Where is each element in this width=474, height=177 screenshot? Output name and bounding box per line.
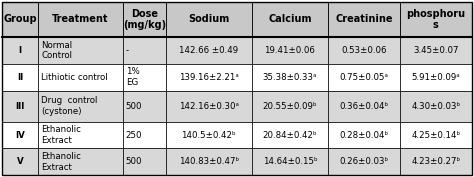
- Text: 4.23±0.27ᵇ: 4.23±0.27ᵇ: [411, 157, 460, 166]
- Bar: [2, 2, 37, 37]
- Text: 20.55±0.09ᵇ: 20.55±0.09ᵇ: [263, 102, 317, 111]
- Bar: [252, 122, 328, 149]
- Text: 500: 500: [126, 157, 142, 166]
- Text: -: -: [126, 46, 129, 55]
- Bar: [400, 149, 472, 175]
- Text: 500: 500: [126, 102, 142, 111]
- Bar: [328, 2, 400, 37]
- Text: 19.41±0.06: 19.41±0.06: [264, 46, 315, 55]
- Bar: [2, 37, 37, 64]
- Bar: [166, 37, 252, 64]
- Text: Creatinine: Creatinine: [336, 14, 393, 24]
- Text: 5.91±0.09ᵃ: 5.91±0.09ᵃ: [411, 73, 460, 82]
- Text: 140.83±0.47ᵇ: 140.83±0.47ᵇ: [179, 157, 239, 166]
- Bar: [166, 149, 252, 175]
- Bar: [123, 64, 166, 91]
- Bar: [37, 91, 123, 122]
- Text: Lithiotic control: Lithiotic control: [41, 73, 108, 82]
- Text: Group: Group: [3, 14, 37, 24]
- Bar: [252, 37, 328, 64]
- Bar: [37, 149, 123, 175]
- Bar: [252, 64, 328, 91]
- Text: Sodium: Sodium: [188, 14, 229, 24]
- Bar: [123, 2, 166, 37]
- Text: III: III: [15, 102, 25, 111]
- Text: 3.45±0.07: 3.45±0.07: [413, 46, 458, 55]
- Bar: [123, 37, 166, 64]
- Text: 0.53±0.06: 0.53±0.06: [341, 46, 387, 55]
- Bar: [2, 64, 37, 91]
- Bar: [400, 64, 472, 91]
- Bar: [2, 122, 37, 149]
- Bar: [252, 2, 328, 37]
- Text: II: II: [17, 73, 23, 82]
- Text: 20.84±0.42ᵇ: 20.84±0.42ᵇ: [263, 131, 317, 140]
- Text: I: I: [18, 46, 22, 55]
- Bar: [328, 149, 400, 175]
- Bar: [166, 122, 252, 149]
- Text: Drug  control
(cystone): Drug control (cystone): [41, 96, 98, 116]
- Text: Dose
(mg/kg): Dose (mg/kg): [123, 9, 166, 30]
- Text: 0.75±0.05ᵃ: 0.75±0.05ᵃ: [340, 73, 389, 82]
- Text: Ethanolic
Extract: Ethanolic Extract: [41, 125, 82, 145]
- Text: IV: IV: [15, 131, 25, 140]
- Bar: [252, 91, 328, 122]
- Bar: [123, 149, 166, 175]
- Text: Treatment: Treatment: [52, 14, 109, 24]
- Text: Normal
Control: Normal Control: [41, 41, 73, 60]
- Bar: [123, 122, 166, 149]
- Bar: [166, 91, 252, 122]
- Bar: [400, 37, 472, 64]
- Bar: [400, 2, 472, 37]
- Text: V: V: [17, 157, 23, 166]
- Text: 140.5±0.42ᵇ: 140.5±0.42ᵇ: [182, 131, 236, 140]
- Text: 142.66 ±0.49: 142.66 ±0.49: [179, 46, 238, 55]
- Bar: [328, 122, 400, 149]
- Text: 0.28±0.04ᵇ: 0.28±0.04ᵇ: [339, 131, 389, 140]
- Bar: [328, 91, 400, 122]
- Bar: [37, 2, 123, 37]
- Bar: [166, 2, 252, 37]
- Bar: [328, 64, 400, 91]
- Bar: [2, 91, 37, 122]
- Text: Ethanolic
Extract: Ethanolic Extract: [41, 152, 82, 172]
- Text: 250: 250: [126, 131, 142, 140]
- Bar: [37, 37, 123, 64]
- Text: Calcium: Calcium: [268, 14, 312, 24]
- Bar: [252, 149, 328, 175]
- Text: 0.36±0.04ᵇ: 0.36±0.04ᵇ: [339, 102, 389, 111]
- Text: 139.16±2.21ᵃ: 139.16±2.21ᵃ: [179, 73, 238, 82]
- Text: 1%
EG: 1% EG: [126, 67, 139, 87]
- Bar: [2, 149, 37, 175]
- Bar: [123, 91, 166, 122]
- Bar: [328, 37, 400, 64]
- Bar: [166, 64, 252, 91]
- Bar: [37, 122, 123, 149]
- Text: 142.16±0.30ᵃ: 142.16±0.30ᵃ: [179, 102, 238, 111]
- Bar: [37, 64, 123, 91]
- Text: 4.30±0.03ᵇ: 4.30±0.03ᵇ: [411, 102, 460, 111]
- Text: 0.26±0.03ᵇ: 0.26±0.03ᵇ: [339, 157, 389, 166]
- Text: 4.25±0.14ᵇ: 4.25±0.14ᵇ: [411, 131, 460, 140]
- Text: 14.64±0.15ᵇ: 14.64±0.15ᵇ: [263, 157, 317, 166]
- Text: 35.38±0.33ᵃ: 35.38±0.33ᵃ: [263, 73, 317, 82]
- Bar: [400, 122, 472, 149]
- Text: phosphoru
s: phosphoru s: [406, 9, 465, 30]
- Bar: [400, 91, 472, 122]
